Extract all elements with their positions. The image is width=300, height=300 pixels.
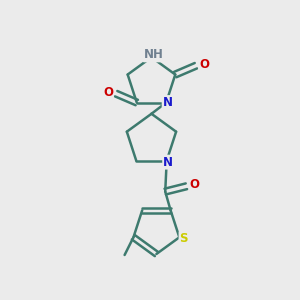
Text: O: O (199, 58, 209, 71)
Text: S: S (179, 232, 188, 245)
Text: NH: NH (144, 48, 164, 62)
Text: N: N (163, 156, 173, 169)
Text: O: O (190, 178, 200, 191)
Text: O: O (103, 86, 113, 99)
Text: N: N (163, 96, 173, 109)
